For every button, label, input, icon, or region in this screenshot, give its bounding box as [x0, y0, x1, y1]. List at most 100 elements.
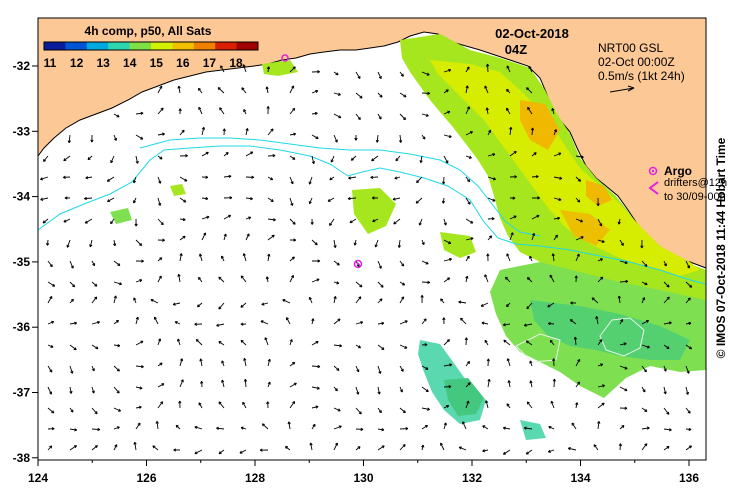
current-arrow-head	[447, 277, 451, 281]
current-arrow	[531, 127, 534, 136]
current-arrow-head	[116, 114, 120, 118]
current-arrow-head	[404, 345, 408, 349]
current-arrow	[311, 134, 319, 139]
current-arrow-head	[199, 358, 203, 362]
current-arrow	[377, 71, 382, 79]
current-arrow-head	[356, 391, 360, 395]
current-arrow	[216, 323, 225, 327]
current-arrow	[663, 407, 670, 415]
current-arrow	[107, 197, 115, 202]
current-arrow-head	[198, 253, 203, 257]
current-arrow-head	[687, 297, 691, 301]
current-arrow-head	[601, 239, 605, 243]
current-arrow-head	[448, 241, 452, 245]
current-arrow	[179, 129, 185, 136]
current-arrow	[685, 386, 689, 395]
current-arrow	[201, 232, 206, 241]
current-arrow	[157, 338, 161, 346]
current-arrow	[69, 281, 75, 288]
current-arrow-head	[292, 401, 296, 405]
current-arrow	[135, 386, 143, 389]
current-arrow-head	[491, 217, 495, 221]
current-arrow	[619, 443, 622, 451]
current-arrow	[465, 218, 474, 224]
current-arrow-head	[308, 181, 312, 185]
current-arrow	[267, 234, 275, 241]
current-arrow-head	[399, 389, 403, 393]
current-arrow-head	[595, 316, 599, 319]
current-arrow	[217, 87, 225, 94]
current-arrow	[685, 260, 690, 269]
current-arrow	[553, 129, 557, 136]
current-arrow	[421, 71, 430, 76]
current-arrow-head	[260, 320, 264, 324]
current-arrow	[195, 339, 203, 346]
current-arrow-head	[423, 318, 427, 322]
current-arrow	[421, 113, 429, 117]
current-arrow	[91, 428, 100, 431]
current-arrow-head	[89, 244, 93, 248]
current-arrow	[244, 379, 247, 388]
current-arrow-head	[617, 221, 621, 225]
current-arrow-head	[446, 405, 450, 408]
current-arrow	[348, 176, 357, 179]
current-arrow	[547, 302, 555, 308]
current-arrow-head	[403, 94, 407, 98]
copyright-caption: © IMOS 07-Oct-2018 11:44 Hobart Time	[714, 137, 728, 359]
colorbar-segment	[172, 42, 195, 50]
current-arrow-head	[70, 370, 74, 374]
current-arrow-head	[308, 201, 312, 205]
current-arrow-head	[330, 159, 334, 163]
current-arrow-head	[624, 388, 628, 392]
current-arrow	[641, 260, 648, 267]
current-arrow	[152, 445, 159, 451]
current-arrow-head	[526, 87, 530, 91]
current-arrow-head	[261, 423, 265, 427]
current-arrow	[597, 384, 605, 388]
current-arrow-head	[336, 262, 340, 266]
current-arrow-head	[182, 235, 186, 239]
current-arrow-head	[70, 265, 74, 269]
current-arrow-head	[240, 426, 244, 430]
current-arrow-head	[506, 358, 510, 362]
current-arrow-head	[113, 243, 117, 247]
argo-float-marker	[281, 54, 289, 62]
current-arrow-head	[502, 451, 507, 455]
current-arrow-head	[552, 358, 556, 362]
current-arrow-head	[43, 158, 47, 162]
current-arrow-head	[600, 276, 604, 280]
current-arrow	[201, 197, 208, 200]
current-arrow	[597, 276, 604, 283]
current-arrow-head	[447, 110, 451, 114]
current-arrow	[619, 280, 628, 283]
current-arrow-head	[216, 426, 220, 430]
current-arrow	[309, 297, 313, 304]
current-arrow-head	[393, 221, 397, 225]
current-arrow-head	[292, 221, 296, 225]
current-arrow-head	[688, 427, 692, 431]
current-arrow-head	[198, 402, 202, 406]
current-arrow	[177, 338, 181, 346]
current-arrow-head	[591, 297, 595, 301]
current-arrow	[421, 260, 429, 265]
current-arrow-head	[687, 265, 691, 269]
current-arrow-head	[574, 275, 578, 279]
current-arrow-head	[49, 369, 53, 373]
argo-legend-symbol	[648, 166, 658, 176]
current-arrow	[552, 253, 555, 262]
current-arrow	[355, 92, 363, 99]
current-arrow-head	[162, 132, 165, 136]
current-arrow	[240, 302, 247, 308]
current-arrow-head	[486, 253, 490, 257]
current-arrow	[113, 344, 121, 347]
colorbar	[43, 41, 259, 51]
current-arrow-head	[576, 253, 580, 257]
current-arrow	[157, 383, 165, 388]
current-arrow-head	[486, 358, 490, 362]
current-arrow-head	[314, 111, 318, 116]
current-arrow-head	[291, 85, 295, 89]
current-arrow-head	[416, 180, 420, 184]
current-arrow	[575, 359, 581, 367]
current-arrow	[69, 260, 74, 269]
current-arrow	[178, 274, 181, 283]
